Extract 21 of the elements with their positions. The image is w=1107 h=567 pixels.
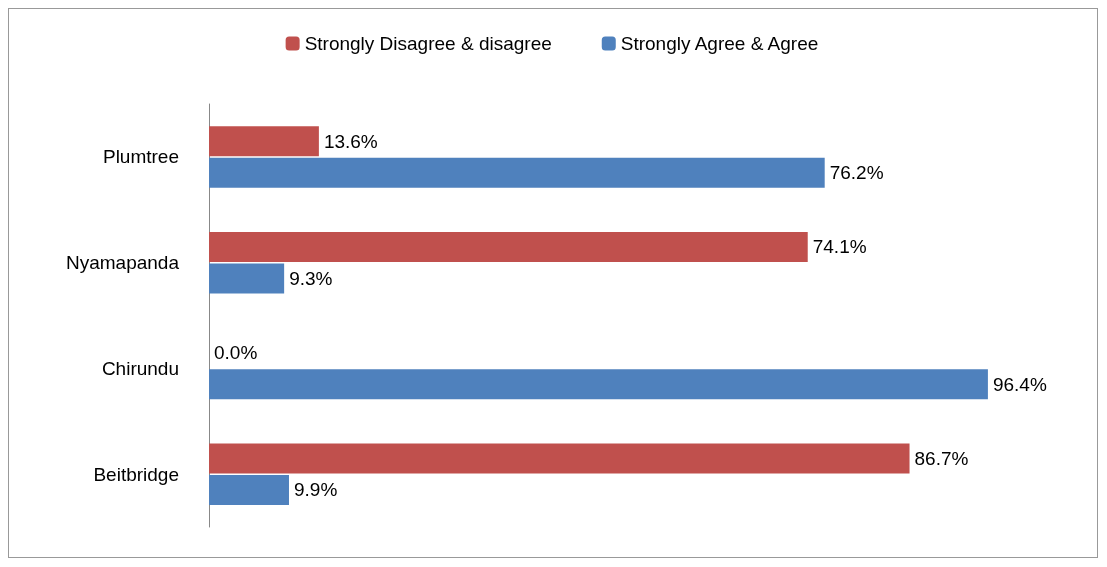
data-label: 96.4% xyxy=(992,373,1047,395)
y-tick-label: Nyamapanda xyxy=(65,252,180,274)
data-label: 9.9% xyxy=(293,479,338,501)
y-tick-label: Plumtree xyxy=(102,146,179,168)
bar xyxy=(209,263,285,294)
bar xyxy=(209,157,825,188)
data-label: 9.3% xyxy=(289,267,333,289)
legend-label: Strongly Agree & Agree xyxy=(620,33,819,54)
data-label: 0.0% xyxy=(214,342,258,364)
y-tick-label: Chirundu xyxy=(101,357,179,379)
bar xyxy=(209,443,910,474)
data-label: 74.1% xyxy=(812,236,867,258)
bar xyxy=(209,231,808,262)
data-label: 13.6% xyxy=(323,130,378,152)
data-label: 76.2% xyxy=(829,162,884,184)
bar xyxy=(209,126,319,157)
data-label: 86.7% xyxy=(914,447,969,469)
bar xyxy=(209,474,289,505)
legend-label: Strongly Disagree & disagree xyxy=(304,33,552,54)
y-tick-label: Beitbridge xyxy=(93,463,179,485)
bar xyxy=(209,369,988,400)
